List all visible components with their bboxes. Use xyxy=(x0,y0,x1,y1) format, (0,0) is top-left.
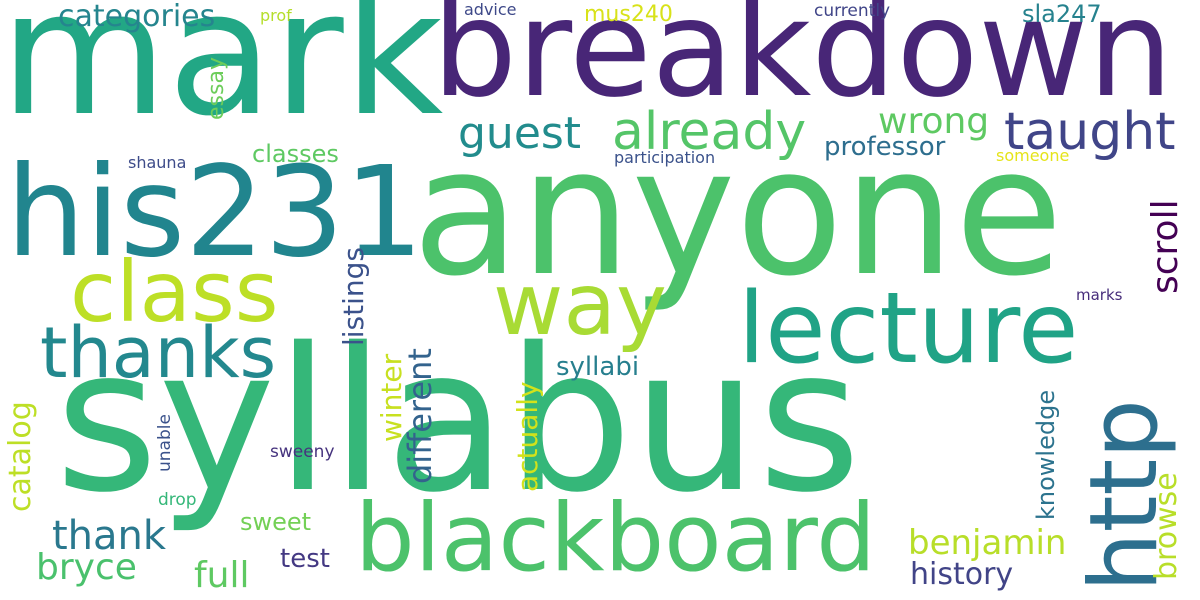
word-bryce: bryce xyxy=(36,547,137,588)
word-mark: mark xyxy=(0,0,444,154)
word-shauna: shauna xyxy=(128,153,187,172)
word-breakdown: breakdown xyxy=(432,0,1173,127)
word-unable: unable xyxy=(155,414,175,472)
word-someone: someone xyxy=(996,146,1070,165)
word-wrong: wrong xyxy=(878,101,990,142)
word-browse: browse xyxy=(1149,472,1184,580)
word-taught: taught xyxy=(1004,102,1176,162)
word-professor: professor xyxy=(824,132,946,162)
word-thank: thank xyxy=(52,513,167,559)
word-sweeny: sweeny xyxy=(270,442,335,462)
word-already: already xyxy=(612,102,807,162)
word-knowledge: knowledge xyxy=(1032,389,1060,520)
word-test: test xyxy=(280,544,330,574)
word-his231: his231 xyxy=(6,140,424,285)
word-prof: prof xyxy=(260,6,292,25)
word-syllabi: syllabi xyxy=(556,352,640,382)
word-actually: actually xyxy=(511,381,544,492)
word-way: way xyxy=(493,255,667,355)
word-participation: participation xyxy=(614,148,716,167)
word-sweet: sweet xyxy=(240,508,312,536)
word-classes: classes xyxy=(252,140,339,168)
word-marks: marks xyxy=(1076,286,1123,304)
word-drop: drop xyxy=(158,490,197,510)
word-listings: listings xyxy=(337,246,370,346)
word-scroll: scroll xyxy=(1145,199,1186,294)
word-categories: categories xyxy=(58,0,216,34)
word-lecture: lecture xyxy=(738,272,1079,386)
word-currently: currently xyxy=(814,1,891,21)
word-full: full xyxy=(194,555,250,596)
word-blackboard: blackboard xyxy=(355,484,876,593)
word-mus240: mus240 xyxy=(584,2,673,27)
word-anyone: anyone xyxy=(412,110,1064,315)
word-advice: advice xyxy=(464,0,517,19)
word-sla247: sla247 xyxy=(1022,0,1102,28)
word-history: history xyxy=(910,557,1014,592)
word-benjamin: benjamin xyxy=(908,523,1067,563)
word-essay: essay xyxy=(204,57,229,120)
word-different: different xyxy=(401,348,439,484)
word-thanks: thanks xyxy=(40,312,277,394)
word-catalog: catalog xyxy=(3,401,38,512)
word-syllabus: syllabus xyxy=(55,305,862,536)
word-guest: guest xyxy=(458,108,582,159)
word-class: class xyxy=(70,243,279,341)
